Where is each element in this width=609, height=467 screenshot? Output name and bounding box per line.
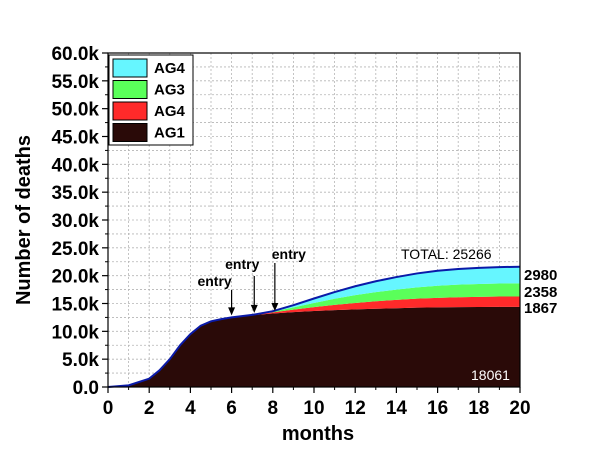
end-label-ag4-top: 2980 bbox=[524, 267, 557, 284]
x-axis-title: months bbox=[282, 423, 354, 445]
area-ag1-0 bbox=[108, 306, 520, 387]
y-tick-label: 45.0k bbox=[51, 128, 99, 149]
x-tick-label: 12 bbox=[345, 398, 366, 419]
x-tick-label: 2 bbox=[144, 398, 155, 419]
y-axis-ticks: 0.0 5.0k 10.0k 15.0k 20.0k 25.0k 30.0k 35.0k 40.… bbox=[51, 44, 108, 399]
y-tick-label: 5.0k bbox=[62, 350, 99, 371]
area-ag4-3 bbox=[108, 266, 520, 387]
legend-label-ag4: AG4 bbox=[154, 103, 186, 120]
y-tick-label: 60.0k bbox=[51, 44, 99, 65]
legend-swatch-ag1 bbox=[112, 123, 148, 142]
total-outline bbox=[107, 265, 521, 388]
x-tick-label: 4 bbox=[185, 398, 196, 419]
y-tick-label: 55.0k bbox=[51, 72, 99, 93]
y-tick-label: 50.0k bbox=[51, 100, 99, 121]
legend-label-ag1: AG1 bbox=[154, 125, 185, 142]
legend-swatch-ag4 bbox=[112, 58, 148, 78]
x-tick-label: 0 bbox=[103, 398, 114, 419]
x-axis-ticks: 0 2 4 6 8 10 12 14 16 18 20 bbox=[103, 387, 531, 419]
x-tick-label: 8 bbox=[268, 398, 279, 419]
y-tick-label: 20.0k bbox=[51, 267, 99, 288]
entry-arrow-head bbox=[228, 307, 236, 316]
y-tick-label: 30.0k bbox=[51, 211, 99, 232]
entry-arrow-head bbox=[250, 304, 258, 313]
legend-label-ag4: AG4 bbox=[154, 60, 186, 77]
end-label-ag3: 2358 bbox=[524, 284, 557, 301]
y-tick-label: 10.0k bbox=[51, 322, 99, 343]
y-tick-label: 35.0k bbox=[51, 183, 99, 204]
legend-swatch-ag3 bbox=[112, 80, 148, 99]
ag1-value-label: 18061 bbox=[471, 367, 510, 383]
y-axis-title: Number of deaths bbox=[13, 135, 35, 305]
legend-swatch-ag4 bbox=[112, 101, 148, 121]
area-ag4-1 bbox=[108, 296, 520, 387]
legend-label-ag3: AG3 bbox=[154, 82, 185, 99]
x-tick-label: 20 bbox=[509, 398, 530, 419]
legend: AG4 AG3 AG4 AG1 bbox=[108, 54, 194, 146]
entry-annotation-label: entry bbox=[197, 273, 231, 289]
x-tick-label: 6 bbox=[226, 398, 237, 419]
x-tick-label: 14 bbox=[386, 398, 408, 419]
area-series bbox=[107, 265, 521, 388]
x-tick-label: 10 bbox=[303, 398, 324, 419]
y-tick-label: 15.0k bbox=[51, 295, 99, 316]
total-label: TOTAL: 25266 bbox=[401, 246, 492, 262]
entry-arrow-head bbox=[271, 302, 279, 311]
x-tick-label: 16 bbox=[427, 398, 448, 419]
entry-annotation-label: entry bbox=[272, 246, 306, 262]
entry-annotation-label: entry bbox=[225, 256, 259, 272]
end-label-ag4: 1867 bbox=[524, 300, 557, 317]
area-ag3-2 bbox=[108, 283, 520, 387]
y-tick-label: 40.0k bbox=[51, 155, 99, 176]
y-tick-label: 25.0k bbox=[51, 239, 99, 260]
x-tick-label: 18 bbox=[468, 398, 489, 419]
y-tick-label: 0.0 bbox=[73, 378, 99, 399]
